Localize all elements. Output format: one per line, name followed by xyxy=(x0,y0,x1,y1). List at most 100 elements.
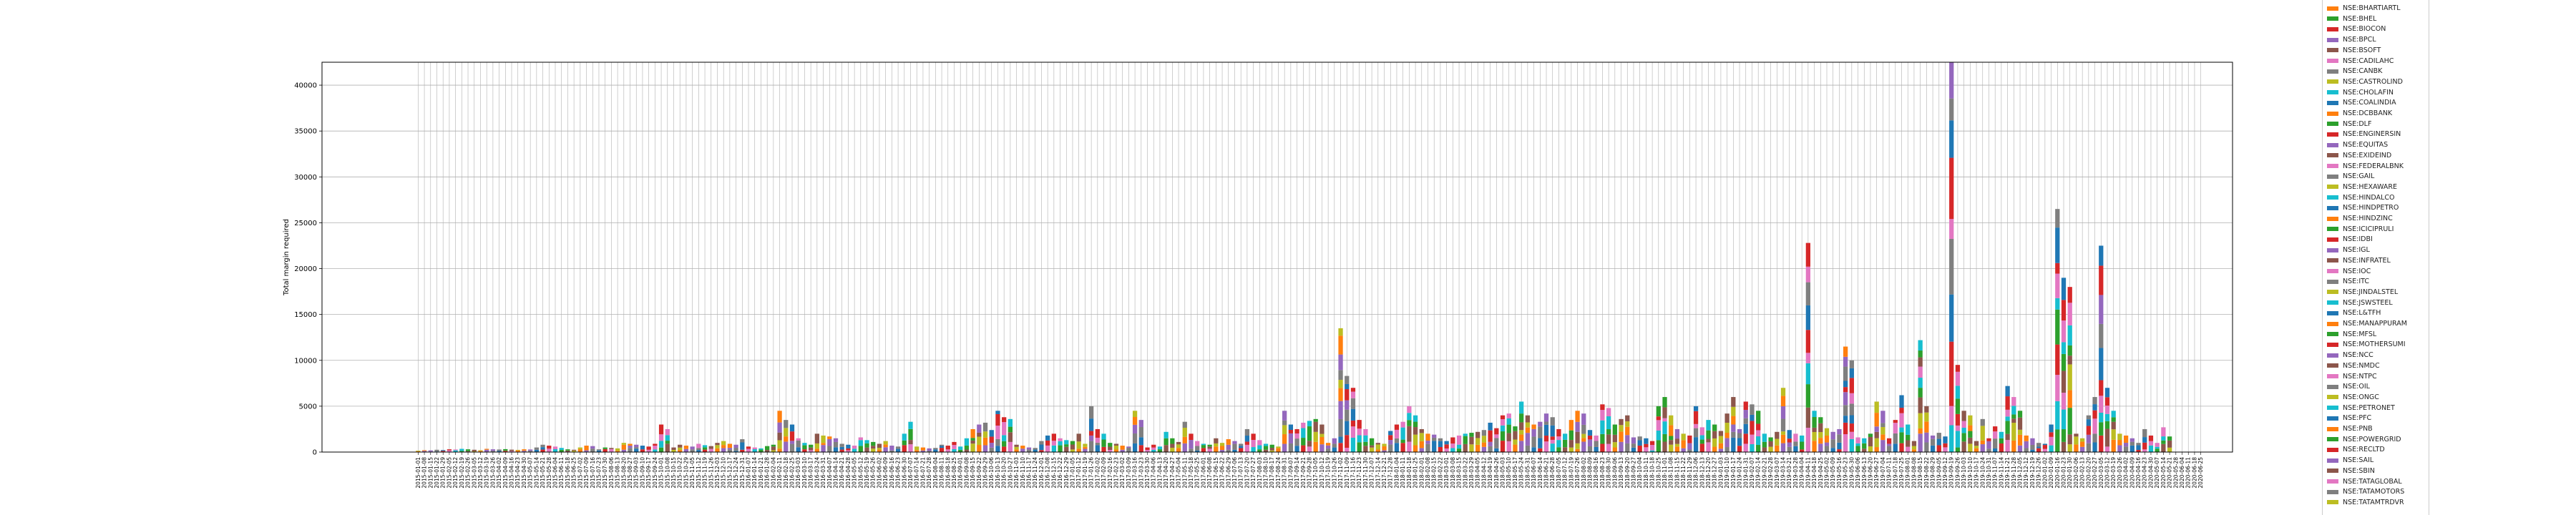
x-tick-label: 2020-02-06 xyxy=(2073,457,2079,489)
bar-segment xyxy=(2111,411,2116,418)
bar-segment xyxy=(1693,406,1699,411)
bar-segment xyxy=(2099,265,2104,295)
legend-swatch xyxy=(2327,142,2338,147)
bar-segment xyxy=(1930,438,1936,446)
bar-segment xyxy=(1899,427,1904,433)
bar-segment xyxy=(1843,392,1848,406)
bar-segment xyxy=(889,450,894,452)
x-tick-label: 2020-04-30 xyxy=(2147,457,2154,489)
stacked-bar xyxy=(1014,444,1019,452)
bar-segment xyxy=(2117,440,2122,446)
stacked-bar xyxy=(1432,434,1437,452)
bar-segment xyxy=(902,433,907,441)
bar-segment xyxy=(1575,411,1580,422)
bar-segment xyxy=(1525,433,1531,446)
bar-segment xyxy=(1189,433,1194,441)
bar-segment xyxy=(758,448,763,450)
bar-segment xyxy=(609,448,614,449)
bar-segment xyxy=(1625,435,1630,443)
bar-segment xyxy=(678,447,683,451)
x-tick-label: 2019-01-31 xyxy=(1742,457,1749,489)
stacked-bar xyxy=(982,422,988,452)
bar-segment xyxy=(1943,436,1948,443)
bar-segment xyxy=(2024,435,2029,441)
bar-segment xyxy=(939,446,945,448)
legend-item: NSE:HINDZINC xyxy=(2327,213,2393,224)
x-tick-label: 2018-10-11 xyxy=(1643,457,1649,489)
stacked-bar xyxy=(509,449,514,452)
stacked-bar xyxy=(1345,376,1350,452)
x-tick-label: 2018-04-12 xyxy=(1480,457,1487,489)
bar-segment xyxy=(1375,449,1380,452)
x-tick-label: 2015-10-08 xyxy=(664,457,670,489)
stacked-bar xyxy=(416,451,421,452)
bar-segment xyxy=(2011,423,2016,441)
bar-segment xyxy=(528,451,533,452)
stacked-bar xyxy=(765,446,770,452)
bar-segment xyxy=(1818,438,1823,444)
bar-segment xyxy=(1606,434,1611,444)
stacked-bar xyxy=(2129,438,2135,452)
bar-segment xyxy=(2092,397,2097,405)
x-tick-label: 2019-11-21 xyxy=(2004,457,2011,489)
legend-item: NSE:MOTHERSUMI xyxy=(2327,339,2406,350)
bar-segment xyxy=(2055,263,2060,274)
stacked-bar xyxy=(1662,397,1667,452)
bar-segment xyxy=(2055,401,2060,430)
x-tick-label: 2019-03-28 xyxy=(1792,457,1799,489)
bar-segment xyxy=(2099,295,2104,324)
bar-segment xyxy=(1936,433,1941,439)
bar-segment xyxy=(1332,438,1337,444)
x-tick-label: 2016-05-19 xyxy=(864,457,870,489)
bar-segment xyxy=(1163,431,1169,438)
bar-segment xyxy=(509,449,514,451)
bar-segment xyxy=(1276,448,1281,452)
stacked-bar xyxy=(1886,438,1892,452)
bar-segment xyxy=(1756,423,1761,431)
bar-segment xyxy=(621,449,626,452)
bar-segment xyxy=(727,443,733,448)
x-tick-label: 2016-01-07 xyxy=(746,457,752,489)
bar-segment xyxy=(1606,429,1611,435)
stacked-bar xyxy=(2080,438,2085,452)
bar-segment xyxy=(1568,420,1574,431)
bar-segment xyxy=(1674,438,1680,444)
stacked-bar xyxy=(1400,421,1405,452)
legend-label: NSE:RECLTD xyxy=(2343,446,2385,454)
bar-segment xyxy=(771,446,776,451)
x-tick-label: 2015-04-30 xyxy=(521,457,527,489)
stacked-bar xyxy=(1394,424,1400,452)
x-tick-label: 2015-10-29 xyxy=(683,457,689,489)
bar-segment xyxy=(771,444,776,447)
bar-segment xyxy=(2067,444,2072,452)
bar-segment xyxy=(777,411,782,423)
bar-segment xyxy=(802,445,807,450)
x-tick-label: 2017-08-24 xyxy=(1275,457,1282,489)
bar-segment xyxy=(1394,443,1400,452)
bar-segment xyxy=(1805,384,1810,408)
x-tick-label: 2015-09-10 xyxy=(639,457,645,489)
stacked-bar xyxy=(1319,424,1324,452)
bar-segment xyxy=(1880,427,1885,435)
bar-segment xyxy=(1924,412,1929,422)
bar-segment xyxy=(827,438,832,446)
bar-segment xyxy=(2092,404,2097,411)
bar-segment xyxy=(1394,438,1400,443)
bar-segment xyxy=(1812,441,1817,452)
legend-item: NSE:ICICIPRULI xyxy=(2327,224,2394,235)
bar-segment xyxy=(1288,443,1294,452)
stacked-bar xyxy=(1051,433,1056,452)
stacked-bar xyxy=(1556,428,1561,452)
bar-segment xyxy=(1918,428,1923,434)
bar-segment xyxy=(1469,433,1474,437)
bar-segment xyxy=(1506,433,1511,441)
stacked-bar xyxy=(690,446,695,452)
bar-segment xyxy=(1083,446,1088,449)
bar-segment xyxy=(1874,438,1879,448)
legend-swatch xyxy=(2327,447,2338,452)
bar-segment xyxy=(2161,436,2166,441)
stacked-bar xyxy=(902,433,907,452)
bar-segment xyxy=(559,448,564,450)
bar-segment xyxy=(2086,443,2091,452)
bar-segment xyxy=(1563,433,1568,440)
